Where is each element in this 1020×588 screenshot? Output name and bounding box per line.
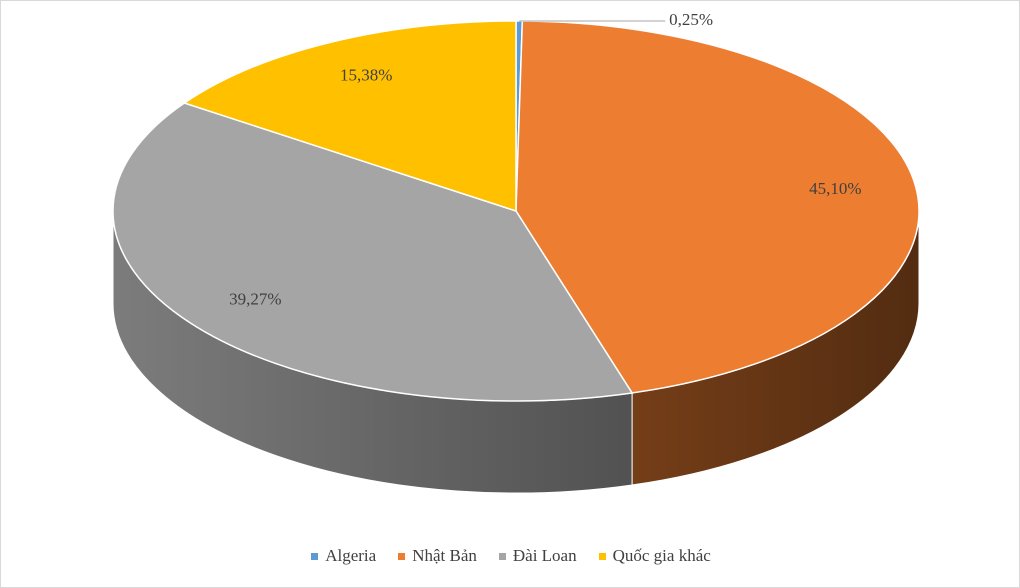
legend-label: Đài Loan xyxy=(512,546,577,565)
slice xyxy=(515,20,920,394)
legend-label: Quốc gia khác xyxy=(612,546,711,565)
legend-item: Algeria xyxy=(311,546,376,566)
legend-item: Đài Loan xyxy=(498,546,577,566)
data-label: 39,27% xyxy=(229,289,281,308)
legend-label: Algeria xyxy=(325,546,377,565)
slice xyxy=(112,102,634,402)
data-label: 45,10% xyxy=(809,179,861,198)
legend-item: Nhật Bản xyxy=(398,546,477,566)
pie-chart: 0,25% 45,10% 39,27% 15,38% xyxy=(112,10,920,494)
slice xyxy=(182,20,517,213)
legend-label: Nhật Bản xyxy=(412,546,477,565)
legend-item: Quốc gia khác xyxy=(598,546,711,566)
legend-marker xyxy=(398,552,406,560)
legend-marker xyxy=(311,552,319,560)
data-label: 15,38% xyxy=(340,65,392,84)
legend-marker xyxy=(498,552,506,560)
legend-marker xyxy=(598,552,606,560)
data-label: 0,25% xyxy=(669,10,713,29)
legend: Algeria Nhật Bản Đài Loan Quốc gia khác xyxy=(1,546,1020,566)
